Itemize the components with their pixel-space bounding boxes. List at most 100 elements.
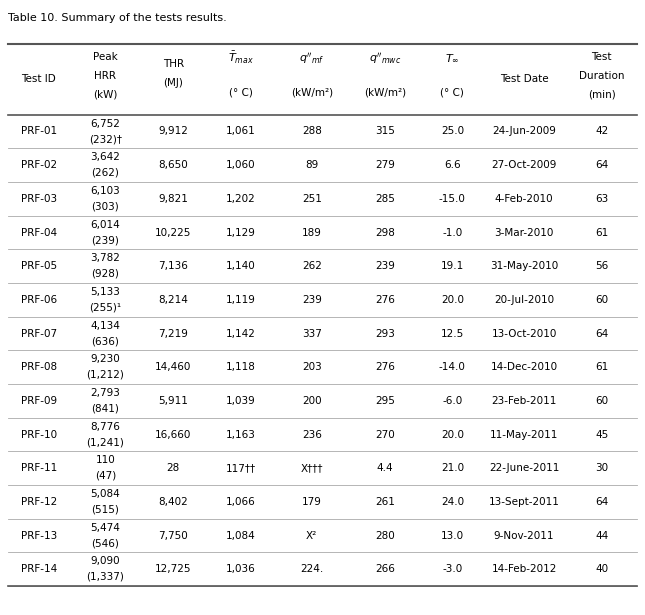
Text: 16,660: 16,660 — [155, 429, 192, 440]
Text: 3,642: 3,642 — [90, 153, 121, 162]
Text: 6.6: 6.6 — [444, 160, 461, 170]
Text: 189: 189 — [302, 228, 322, 237]
Text: 293: 293 — [375, 328, 395, 338]
Text: 110: 110 — [95, 456, 115, 466]
Text: 11-May-2011: 11-May-2011 — [490, 429, 559, 440]
Text: (928): (928) — [92, 269, 119, 279]
Text: -6.0: -6.0 — [442, 396, 462, 406]
Text: 8,402: 8,402 — [158, 497, 188, 507]
Text: 14-Dec-2010: 14-Dec-2010 — [491, 362, 558, 372]
Text: 61: 61 — [595, 228, 608, 237]
Text: 1,202: 1,202 — [226, 194, 256, 204]
Text: 9-Nov-2011: 9-Nov-2011 — [494, 531, 554, 541]
Text: 28: 28 — [166, 463, 180, 473]
Text: 13-Oct-2010: 13-Oct-2010 — [491, 328, 557, 338]
Text: 270: 270 — [375, 429, 395, 440]
Text: -14.0: -14.0 — [439, 362, 466, 372]
Text: -3.0: -3.0 — [442, 564, 462, 574]
Text: 261: 261 — [375, 497, 395, 507]
Text: 14,460: 14,460 — [155, 362, 192, 372]
Text: 24-Jun-2009: 24-Jun-2009 — [492, 127, 556, 137]
Text: $q''_{mwc}$: $q''_{mwc}$ — [369, 51, 401, 66]
Text: (239): (239) — [92, 236, 119, 245]
Text: PRF-10: PRF-10 — [21, 429, 57, 440]
Text: 1,061: 1,061 — [226, 127, 256, 137]
Text: 60: 60 — [595, 295, 608, 305]
Text: 8,650: 8,650 — [158, 160, 188, 170]
Text: PRF-08: PRF-08 — [21, 362, 57, 372]
Text: 42: 42 — [595, 127, 608, 137]
Text: (MJ): (MJ) — [163, 78, 183, 88]
Text: 200: 200 — [302, 396, 321, 406]
Text: X†††: X††† — [301, 463, 323, 473]
Text: (255)¹: (255)¹ — [89, 303, 121, 312]
Text: 14-Feb-2012: 14-Feb-2012 — [491, 564, 557, 574]
Text: 288: 288 — [302, 127, 322, 137]
Text: 285: 285 — [375, 194, 395, 204]
Text: 280: 280 — [375, 531, 395, 541]
Text: Duration: Duration — [579, 71, 624, 81]
Text: 63: 63 — [595, 194, 608, 204]
Text: 45: 45 — [595, 429, 608, 440]
Text: 13-Sept-2011: 13-Sept-2011 — [489, 497, 559, 507]
Text: 236: 236 — [302, 429, 322, 440]
Text: 1,036: 1,036 — [226, 564, 256, 574]
Text: 1,119: 1,119 — [226, 295, 256, 305]
Text: $q''_{mf}$: $q''_{mf}$ — [299, 51, 324, 66]
Text: HRR: HRR — [94, 71, 116, 81]
Text: PRF-03: PRF-03 — [21, 194, 57, 204]
Text: 8,776: 8,776 — [90, 422, 121, 432]
Text: 266: 266 — [375, 564, 395, 574]
Text: 7,136: 7,136 — [158, 261, 188, 271]
Text: 9,090: 9,090 — [90, 557, 120, 566]
Text: 4,134: 4,134 — [90, 321, 121, 331]
Text: 24.0: 24.0 — [441, 497, 464, 507]
Text: 7,219: 7,219 — [158, 328, 188, 338]
Text: (636): (636) — [92, 336, 119, 346]
Text: 9,821: 9,821 — [158, 194, 188, 204]
Text: THR: THR — [163, 59, 184, 69]
Text: 3-Mar-2010: 3-Mar-2010 — [495, 228, 554, 237]
Text: 2,793: 2,793 — [90, 388, 121, 398]
Text: 1,060: 1,060 — [226, 160, 255, 170]
Text: PRF-13: PRF-13 — [21, 531, 57, 541]
Text: PRF-01: PRF-01 — [21, 127, 57, 137]
Text: 5,911: 5,911 — [158, 396, 188, 406]
Text: 9,230: 9,230 — [90, 354, 120, 365]
Text: (° C): (° C) — [441, 87, 464, 97]
Text: (1,337): (1,337) — [86, 572, 124, 582]
Text: 20.0: 20.0 — [441, 295, 464, 305]
Text: (546): (546) — [92, 538, 119, 549]
Text: Test: Test — [591, 52, 612, 62]
Text: PRF-07: PRF-07 — [21, 328, 57, 338]
Text: 224.: 224. — [300, 564, 323, 574]
Text: 13.0: 13.0 — [441, 531, 464, 541]
Text: 56: 56 — [595, 261, 608, 271]
Text: 6,103: 6,103 — [90, 186, 120, 196]
Text: (232)†: (232)† — [89, 134, 122, 145]
Text: 315: 315 — [375, 127, 395, 137]
Text: 6,014: 6,014 — [90, 220, 120, 230]
Text: 12.5: 12.5 — [441, 328, 464, 338]
Text: 7,750: 7,750 — [158, 531, 188, 541]
Text: 40: 40 — [595, 564, 608, 574]
Text: 5,474: 5,474 — [90, 523, 121, 533]
Text: 6,752: 6,752 — [90, 119, 121, 129]
Text: $\bar{T}_{max}$: $\bar{T}_{max}$ — [228, 50, 254, 66]
Text: (min): (min) — [588, 90, 616, 100]
Text: 44: 44 — [595, 531, 608, 541]
Text: 276: 276 — [375, 295, 395, 305]
Text: 4-Feb-2010: 4-Feb-2010 — [495, 194, 553, 204]
Text: PRF-12: PRF-12 — [21, 497, 57, 507]
Text: 89: 89 — [305, 160, 319, 170]
Text: 1,129: 1,129 — [226, 228, 256, 237]
Text: (° C): (° C) — [229, 87, 253, 97]
Text: 5,084: 5,084 — [90, 489, 120, 499]
Text: 298: 298 — [375, 228, 395, 237]
Text: 22-June-2011: 22-June-2011 — [489, 463, 559, 473]
Text: 64: 64 — [595, 160, 608, 170]
Text: PRF-05: PRF-05 — [21, 261, 57, 271]
Text: 25.0: 25.0 — [441, 127, 464, 137]
Text: 262: 262 — [302, 261, 322, 271]
Text: -15.0: -15.0 — [439, 194, 466, 204]
